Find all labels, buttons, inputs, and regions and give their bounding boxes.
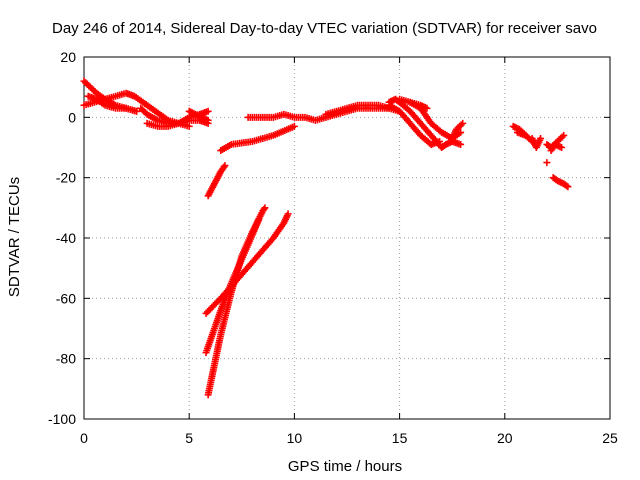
data-point: [221, 162, 229, 170]
x-tick-label: 15: [392, 430, 408, 446]
y-tick-label: -100: [48, 411, 76, 427]
y-tick-label: -80: [56, 351, 76, 367]
series-arc-11: [202, 210, 292, 317]
data-point: [563, 182, 571, 190]
series-arc-22: [528, 134, 545, 151]
data-point: [260, 205, 268, 213]
y-tick-label: -40: [56, 230, 76, 246]
tick-labels: 0 5 10 15 20 25 -100 -80 -60 -40 -20 0 20: [48, 49, 618, 446]
data-point: [436, 137, 444, 145]
series-arc-8: [217, 122, 298, 155]
data-point: [423, 104, 431, 112]
series-arc-7: [204, 162, 229, 200]
axis-ticks: [83, 56, 611, 420]
y-tick-label: -20: [56, 170, 76, 186]
series-arc-24: [543, 159, 551, 167]
series-arc-26: [549, 174, 572, 191]
series-arc-17: [406, 98, 431, 112]
x-tick-label: 25: [602, 430, 618, 446]
data-point: [457, 128, 465, 136]
data-point: [459, 119, 467, 127]
y-tick-label: -60: [56, 290, 76, 306]
y-tick-label: 0: [68, 109, 76, 125]
data-point: [290, 122, 298, 130]
x-axis-label: GPS time / hours: [288, 458, 402, 475]
data-point: [457, 140, 465, 148]
data-point: [220, 163, 228, 171]
data-point: [284, 210, 292, 218]
data-point: [558, 144, 566, 151]
data-point: [133, 107, 141, 115]
series-arc-6: [185, 107, 212, 124]
data-point: [204, 107, 212, 115]
chart-title: Day 246 of 2014, Sidereal Day-to-day VTE…: [52, 20, 597, 37]
data-point: [204, 116, 212, 124]
data-point: [537, 134, 545, 142]
series-arc-16: [385, 101, 444, 148]
y-axis-label: SDTVAR / TECUs: [6, 177, 23, 297]
y-tick-label: 20: [60, 49, 76, 65]
data-point: [185, 122, 193, 130]
series-arc-25: [547, 140, 566, 155]
data-point: [543, 159, 551, 167]
data-point: [255, 216, 263, 224]
series-arc-19: [448, 119, 467, 142]
x-tick-label: 5: [185, 430, 193, 446]
data-point: [560, 131, 568, 139]
x-tick-label: 10: [287, 430, 303, 446]
series-arc-3: [84, 92, 141, 115]
x-tick-label: 0: [80, 430, 88, 446]
x-tick-label: 20: [497, 430, 513, 446]
data-point: [261, 204, 269, 212]
data-points: [80, 77, 572, 399]
data-point: [564, 183, 572, 191]
